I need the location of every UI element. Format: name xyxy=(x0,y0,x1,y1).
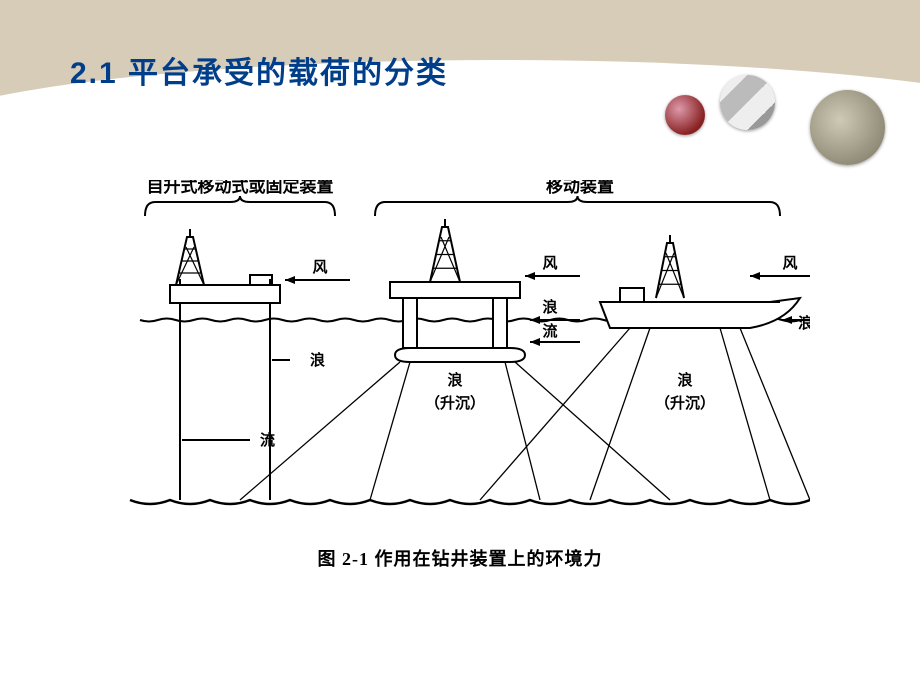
diagram-container: 自升式移动式或固定装置移动装置风浪流风浪流浪（升沉）风浪浪（升沉） xyxy=(110,180,810,540)
svg-text:浪: 浪 xyxy=(677,371,692,389)
svg-text:风: 风 xyxy=(312,259,327,276)
svg-text:流: 流 xyxy=(542,322,557,340)
decorative-orb-1 xyxy=(665,95,705,135)
svg-text:浪: 浪 xyxy=(542,298,557,316)
svg-text:风: 风 xyxy=(782,255,797,272)
svg-text:风: 风 xyxy=(542,255,557,272)
svg-text:移动装置: 移动装置 xyxy=(546,180,614,196)
figure-caption: 图 2-1 作用在钻井装置上的环境力 xyxy=(0,545,920,571)
page-title: 2.1 平台承受的载荷的分类 xyxy=(70,48,448,92)
decorative-orb-2 xyxy=(720,75,775,130)
decorative-orb-3 xyxy=(810,90,885,165)
svg-text:浪: 浪 xyxy=(310,351,325,369)
svg-text:（升沉）: （升沉） xyxy=(655,394,715,412)
svg-text:浪: 浪 xyxy=(447,371,462,389)
environmental-forces-diagram: 自升式移动式或固定装置移动装置风浪流风浪流浪（升沉）风浪浪（升沉） xyxy=(110,180,810,540)
svg-text:浪: 浪 xyxy=(798,314,810,332)
svg-text:流: 流 xyxy=(260,431,275,449)
svg-text:（升沉）: （升沉） xyxy=(425,394,485,412)
svg-text:自升式移动式或固定装置: 自升式移动式或固定装置 xyxy=(147,180,334,196)
